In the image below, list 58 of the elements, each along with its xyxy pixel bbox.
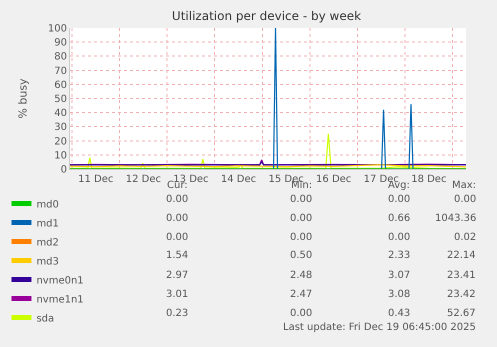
legend-label: nvme0n1 xyxy=(36,275,84,286)
text: 0.00 xyxy=(290,232,312,243)
text: 0.00 xyxy=(166,232,188,243)
text: 22.14 xyxy=(447,250,476,261)
legend-label: md2 xyxy=(36,237,59,248)
text: 3.01 xyxy=(166,289,188,300)
y-axis-title: % busy xyxy=(16,78,30,119)
legend-label: md1 xyxy=(36,218,59,230)
text: 0.00 xyxy=(290,213,312,224)
y-tick-label: 20 xyxy=(54,136,67,148)
text: 0.66 xyxy=(388,213,410,224)
chart-title: Utilization per device - by week xyxy=(172,9,362,23)
text: 0.02 xyxy=(454,232,476,243)
text: 2.97 xyxy=(166,270,188,281)
y-tick-label: 0 xyxy=(60,164,67,176)
text: 0.00 xyxy=(388,232,410,243)
text: 23.42 xyxy=(447,289,476,300)
text: Cur: xyxy=(167,180,188,191)
text: 1043.36 xyxy=(435,213,476,224)
y-tick-label: 80 xyxy=(54,52,67,63)
x-tick-label: 14 Dec xyxy=(220,174,256,185)
text: Max: xyxy=(452,180,476,191)
text: 2.48 xyxy=(290,270,312,281)
y-tick-label: 30 xyxy=(54,122,67,134)
y-tick-label: 60 xyxy=(54,80,67,91)
y-tick-label: 70 xyxy=(54,66,67,77)
text: 0.23 xyxy=(166,308,188,319)
text: 3.08 xyxy=(388,289,410,300)
text: 0.00 xyxy=(166,194,188,205)
text: 23.41 xyxy=(447,270,476,281)
text: 0.00 xyxy=(290,308,312,319)
legend-label: nvme1n1 xyxy=(36,294,84,306)
x-tick-label: 12 Dec xyxy=(126,174,161,185)
x-tick-label: 18 Dec xyxy=(411,174,446,185)
legend-label: sda xyxy=(36,313,54,324)
text: Last update: Fri Dec 19 06:45:00 2025 xyxy=(283,322,476,333)
legend-label: md3 xyxy=(36,256,59,268)
text: Avg: xyxy=(388,180,410,191)
x-tick-label: 16 Dec xyxy=(316,174,352,185)
text: 2.47 xyxy=(290,289,312,300)
text: 2.33 xyxy=(388,250,410,261)
text: 0.43 xyxy=(388,308,410,319)
text: 0.00 xyxy=(290,194,312,205)
text: 3.07 xyxy=(388,270,410,281)
y-tick-label: 100 xyxy=(48,24,67,34)
y-tick-label: 10 xyxy=(54,150,67,162)
text: 1.54 xyxy=(166,250,188,261)
y-tick-label: 50 xyxy=(54,94,67,105)
legend-label: md0 xyxy=(36,199,59,210)
y-tick-label: 90 xyxy=(54,38,67,49)
y-tick-label: 40 xyxy=(54,108,67,120)
text: Min: xyxy=(291,180,312,191)
text: 0.50 xyxy=(290,250,312,261)
text: 0.00 xyxy=(454,194,476,205)
text: 0.00 xyxy=(166,213,188,224)
x-tick-label: 11 Dec xyxy=(78,174,114,185)
text: 0.00 xyxy=(388,194,410,205)
text: 52.67 xyxy=(447,308,476,319)
